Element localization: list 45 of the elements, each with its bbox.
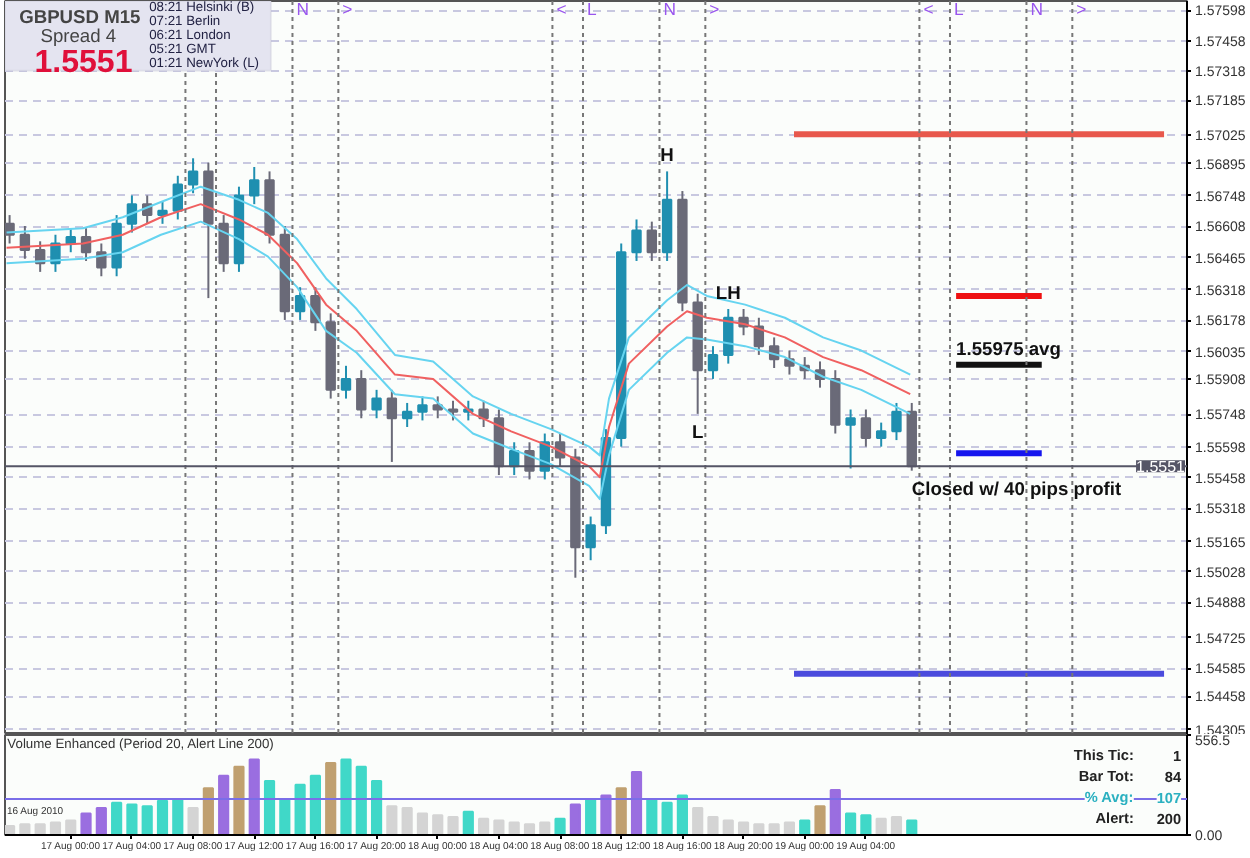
candlestick — [356, 369, 367, 420]
annotation: Closed w/ 40 pips profit — [911, 478, 1122, 499]
candlestick — [875, 421, 887, 448]
candlestick — [340, 364, 352, 400]
ref-line-label: 1.5551 — [1136, 458, 1187, 477]
candlestick — [401, 401, 413, 428]
candlestick — [417, 395, 428, 422]
text: Spread 4 — [40, 26, 117, 47]
candlestick — [5, 214, 15, 245]
annotation: 1.55975 avg — [956, 338, 1062, 359]
candlestick — [447, 399, 459, 422]
candlestick — [432, 395, 443, 420]
annotation: LH — [715, 283, 742, 304]
candlestick — [585, 515, 596, 562]
ref-line-label: > — [709, 0, 720, 19]
candlestick — [96, 242, 107, 278]
candlestick — [860, 408, 872, 448]
ref-line-label: < — [923, 0, 934, 19]
candlestick — [707, 345, 719, 380]
ref-line-label: < — [556, 0, 567, 19]
annotation: L — [691, 421, 704, 442]
annotation: 1.5551 — [34, 45, 133, 80]
candlestick — [891, 401, 902, 442]
candlestick — [631, 218, 642, 262]
candlestick — [646, 220, 658, 262]
chart-title: GBPUSD M15 — [19, 7, 141, 28]
ref-line-label: N — [663, 0, 676, 19]
candlestick — [218, 214, 229, 273]
candlestick — [294, 286, 306, 321]
candlestick — [187, 157, 199, 195]
ref-line-label: N — [296, 0, 309, 19]
candlestick — [371, 388, 382, 420]
ref-line-label: L — [953, 0, 964, 19]
candlestick — [753, 316, 765, 356]
candlestick — [386, 388, 398, 463]
ref-line-label: > — [342, 0, 353, 19]
candlestick — [111, 214, 122, 278]
ref-line-label: > — [1076, 0, 1087, 19]
candlestick — [249, 166, 260, 206]
ref-line-label: L — [587, 0, 597, 19]
annotation: H — [660, 145, 675, 166]
ref-line-label: N — [1030, 0, 1043, 19]
candlestick — [830, 369, 841, 435]
candlestick — [157, 200, 168, 225]
candlestick — [845, 408, 856, 470]
